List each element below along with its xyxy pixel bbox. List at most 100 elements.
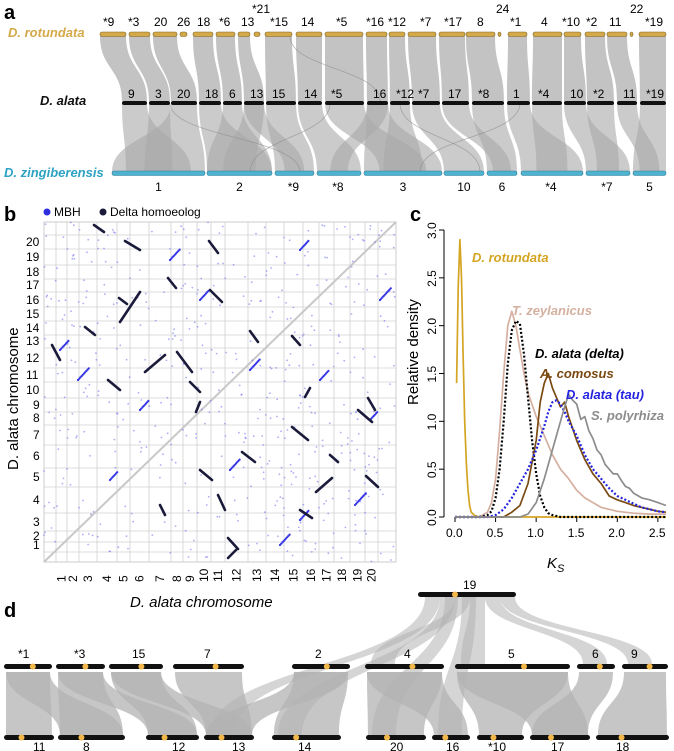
- delta-segment: [366, 396, 377, 412]
- mbh-point: [363, 482, 366, 485]
- lower-chromosome-label: *10: [488, 740, 506, 751]
- mbh-point: [357, 433, 360, 435]
- mbh-point: [379, 315, 382, 318]
- alata-chromosome-label: 11: [623, 87, 636, 101]
- x-tick-label: 19: [351, 568, 365, 582]
- rotundata-chromosome-label: *3: [128, 15, 140, 29]
- dotplot-tick-labels: 12 3 4 5 6 7 8 9 10 11 12 13 14 15 16 17 18 19 20123456789…: [26, 235, 379, 582]
- rotundata-chromosome-label: 11: [609, 15, 622, 29]
- rotundata-chromosome: [532, 31, 563, 37]
- y-tick-label: 3: [33, 515, 40, 529]
- lower-chromosome-label: 18: [616, 740, 630, 751]
- mbh-point: [321, 439, 324, 442]
- mbh-point: [359, 500, 362, 503]
- mbh-point: [122, 418, 125, 421]
- delta-segment: [207, 239, 220, 255]
- mbh-point: [308, 487, 311, 490]
- centromere-marker: [646, 663, 653, 670]
- delta-segment: [356, 408, 374, 424]
- centromere-marker: [161, 734, 168, 741]
- mbh-point: [189, 548, 192, 551]
- mbh-point: [256, 542, 258, 545]
- upper-chromosome-label: 5: [508, 647, 515, 661]
- mbh-point: [357, 233, 360, 236]
- mbh-point: [91, 534, 94, 537]
- mbh-point: [346, 437, 349, 439]
- rotundata-chromosome-label: 20: [154, 15, 168, 29]
- legend-mbh-marker: [43, 208, 51, 216]
- y-tick-label: 4: [33, 493, 40, 507]
- mbh-point: [57, 448, 60, 450]
- mbh-point: [363, 239, 365, 242]
- alata-chromosome-label: 9: [128, 87, 135, 101]
- mbh-point: [364, 529, 366, 532]
- rotundata-chromosome-label: *10: [562, 15, 580, 29]
- mbh-point: [299, 529, 301, 532]
- centromere-marker: [618, 734, 625, 741]
- alata-chromosome-label: 15: [272, 87, 286, 101]
- ribbon-alata-zing: [330, 103, 388, 172]
- mbh-point: [185, 434, 188, 437]
- ks-series-s-polyrhiza: [455, 393, 667, 518]
- mbh-point: [364, 465, 367, 468]
- mbh-point: [304, 387, 306, 390]
- mbh-point: [363, 304, 365, 306]
- lower-chromosome-label: 17: [551, 740, 565, 751]
- lower-chromosome-bar: [146, 735, 199, 740]
- mbh-point: [244, 432, 246, 435]
- mbh-point: [309, 344, 312, 347]
- mbh-point: [225, 351, 228, 354]
- mbh-point: [43, 470, 45, 472]
- mbh-point: [88, 383, 91, 386]
- mbh-point: [345, 285, 347, 288]
- centromere-marker: [442, 734, 449, 741]
- panel-d: d 19 *1 *3 15 7 2 4 5 6 911 8 12 13 14 20 16 *10 17 18: [4, 578, 669, 751]
- lower-chromosome-bar: [477, 735, 524, 740]
- ks-x-tick-label: 0.5: [487, 526, 504, 540]
- alata-chromosome-label: *7: [418, 87, 430, 101]
- y-tick-label: 20: [26, 235, 40, 249]
- mbh-point: [235, 358, 238, 361]
- mbh-point: [325, 500, 327, 502]
- ribbon-rot-alata: [639, 36, 666, 101]
- mbh-point: [276, 415, 278, 418]
- lower-chromosome-bar: [58, 735, 125, 740]
- mbh-point: [365, 533, 368, 535]
- lower-chromosome-label: 16: [446, 740, 460, 751]
- mbh-point: [344, 226, 346, 228]
- mbh-point: [380, 229, 383, 232]
- mbh-point: [314, 548, 317, 550]
- mbh-point: [376, 459, 379, 461]
- mbh-point: [284, 368, 287, 371]
- panel-d-chromosome-labels: *1 *3 15 7 2 4 5 6 9 11 8 12 13 14 20 16 *10 17 18: [18, 647, 638, 751]
- centromere-marker: [82, 663, 89, 670]
- mbh-point: [298, 364, 301, 367]
- ks-y-tick-label: 0.5: [425, 461, 439, 478]
- alata-chromosome-label: 17: [448, 87, 462, 101]
- mbh-point: [250, 281, 253, 284]
- mbh-point: [301, 396, 304, 398]
- ribbon-minor: [249, 102, 331, 173]
- delta-segment: [166, 276, 178, 290]
- mbh-point: [309, 477, 311, 480]
- mbh-point: [69, 221, 72, 224]
- y-tick-label: 13: [26, 334, 40, 348]
- mbh-point: [270, 367, 273, 370]
- ribbon-rot-alata: [607, 36, 637, 101]
- mbh-point: [344, 526, 347, 529]
- ks-series-a-comosus: [455, 372, 667, 518]
- mbh-point: [178, 248, 181, 251]
- mbh-point: [140, 399, 143, 401]
- mbh-point: [116, 412, 118, 415]
- zingiberensis-chromosome: [632, 170, 667, 176]
- mbh-point: [166, 432, 169, 435]
- mbh-point: [293, 331, 296, 334]
- mbh-point: [200, 408, 203, 411]
- mbh-point: [212, 284, 215, 287]
- mbh-point: [169, 552, 172, 554]
- rotundata-chromosome: [584, 31, 606, 37]
- mbh-point: [365, 470, 368, 472]
- mbh-point: [314, 542, 317, 545]
- centromere-marker: [384, 734, 390, 741]
- mbh-point: [330, 303, 333, 306]
